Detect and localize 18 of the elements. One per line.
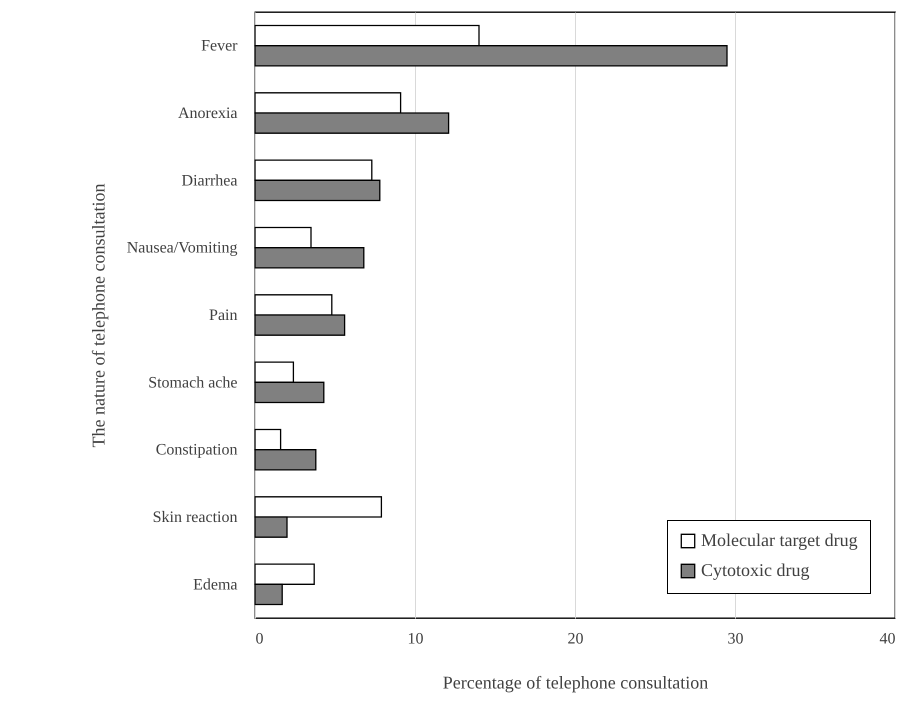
y-tick-label: Skin reaction bbox=[152, 509, 238, 526]
x-tick-label: 20 bbox=[568, 630, 584, 648]
y-tick-label: Constipation bbox=[156, 442, 238, 459]
y-tick-label: Edema bbox=[193, 576, 238, 594]
y-tick-label: Pain bbox=[209, 307, 238, 324]
x-axis-title: Percentage of telephone consultation bbox=[442, 672, 708, 692]
legend-label: Molecular target drug bbox=[701, 530, 858, 550]
y-tick-label: Anorexia bbox=[178, 105, 238, 122]
y-tick-label: Nausea/Vomiting bbox=[126, 240, 238, 257]
y-tick-label: Diarrhea bbox=[182, 172, 238, 190]
x-tick-label: 40 bbox=[880, 630, 896, 648]
y-tick-label: Fever bbox=[201, 38, 238, 55]
y-tick-label: Stomach ache bbox=[148, 374, 238, 392]
x-tick-label: 0 bbox=[256, 630, 264, 648]
x-tick-label: 30 bbox=[728, 630, 744, 648]
y-axis-title: The nature of telephone consultation bbox=[88, 184, 109, 448]
x-tick-label: 10 bbox=[408, 630, 424, 648]
legend-label: Cytotoxic drug bbox=[701, 560, 810, 580]
